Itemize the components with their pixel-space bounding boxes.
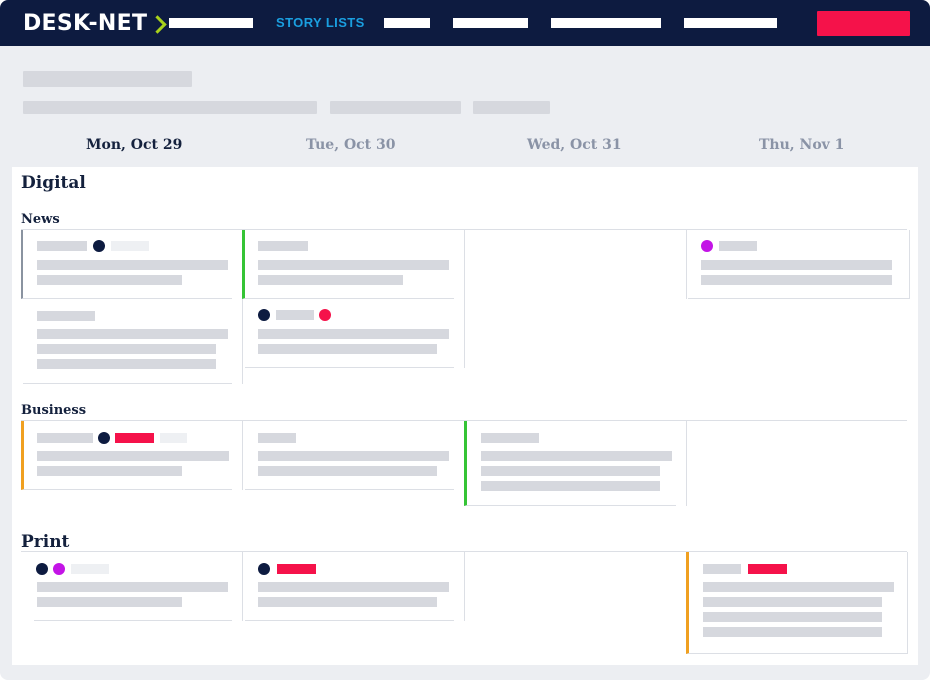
subsection-title-news: News	[21, 212, 60, 227]
column-divider	[686, 421, 687, 506]
print-divider	[21, 551, 907, 552]
section-title-print: Print	[21, 532, 70, 552]
status-dot	[701, 240, 713, 252]
story-title-line	[37, 359, 216, 369]
story-title-line	[37, 582, 228, 592]
nav-item-4[interactable]	[453, 18, 528, 28]
nav-item-5[interactable]	[551, 18, 661, 28]
story-card[interactable]	[245, 552, 454, 621]
story-title-line	[701, 275, 892, 285]
story-slug	[37, 241, 87, 251]
story-meta	[71, 564, 109, 574]
story-title-line	[258, 344, 437, 354]
story-title-line	[703, 582, 894, 592]
story-slug	[481, 433, 539, 443]
story-card[interactable]	[34, 552, 232, 621]
story-title-line	[481, 451, 672, 461]
story-title-line	[37, 451, 229, 461]
status-dot	[53, 563, 65, 575]
status-dot	[258, 563, 270, 575]
story-card[interactable]	[21, 421, 232, 490]
nav-item-6[interactable]	[684, 18, 777, 28]
story-card[interactable]	[245, 299, 454, 368]
story-title-line	[37, 260, 228, 270]
story-card[interactable]	[686, 552, 908, 654]
priority-tag	[277, 564, 316, 574]
story-title-line	[703, 627, 882, 637]
story-title-line	[258, 329, 449, 339]
story-title-line	[37, 329, 228, 339]
column-divider	[464, 552, 465, 621]
story-card[interactable]	[688, 230, 910, 299]
status-dot	[93, 240, 105, 252]
status-dot	[319, 309, 331, 321]
story-meta	[111, 241, 149, 251]
business-divider	[21, 420, 907, 421]
priority-tag	[748, 564, 787, 574]
logo-chevron-icon	[148, 14, 167, 34]
story-title-line	[701, 260, 892, 270]
priority-tag	[115, 433, 154, 443]
day-header-wed[interactable]: Wed, Oct 31	[527, 137, 622, 153]
story-title-line	[258, 275, 403, 285]
status-dot	[258, 309, 270, 321]
status-dot	[98, 432, 110, 444]
column-divider	[464, 230, 465, 368]
news-divider	[21, 229, 907, 230]
story-slug	[703, 564, 741, 574]
filter-placeholder-2[interactable]	[330, 101, 461, 114]
nav-item-story-lists[interactable]: STORY LISTS	[276, 15, 365, 30]
story-slug	[258, 433, 296, 443]
story-card[interactable]	[21, 230, 232, 299]
story-title-line	[258, 466, 437, 476]
story-slug	[276, 310, 314, 320]
filter-placeholder-1[interactable]	[23, 101, 317, 114]
story-title-line	[37, 466, 182, 476]
deskin-logo[interactable]: DESK-NET	[23, 11, 167, 36]
story-title-line	[258, 582, 449, 592]
story-card[interactable]	[23, 299, 232, 384]
column-divider	[242, 230, 243, 384]
column-divider	[242, 421, 243, 490]
nav-item-1[interactable]	[169, 18, 253, 28]
story-title-line	[481, 466, 660, 476]
page-title-placeholder	[23, 71, 192, 87]
story-card[interactable]	[245, 421, 454, 490]
nav-item-3[interactable]	[384, 18, 430, 28]
story-slug	[37, 311, 95, 321]
story-title-line	[37, 275, 182, 285]
filter-placeholder-3[interactable]	[473, 101, 550, 114]
primary-action-button[interactable]	[817, 11, 910, 36]
story-meta	[160, 433, 187, 443]
story-title-line	[481, 481, 660, 491]
top-navigation-bar: DESK-NET STORY LISTS	[0, 0, 930, 46]
story-title-line	[37, 344, 216, 354]
story-title-line	[37, 597, 182, 607]
story-title-line	[258, 597, 437, 607]
day-header-mon[interactable]: Mon, Oct 29	[86, 137, 183, 153]
logo-text: DESK-NET	[23, 11, 148, 36]
subsection-title-business: Business	[21, 403, 87, 418]
story-card[interactable]	[464, 421, 676, 506]
column-divider	[242, 552, 243, 621]
story-title-line	[703, 612, 882, 622]
story-title-line	[258, 451, 449, 461]
story-title-line	[703, 597, 882, 607]
column-divider	[686, 230, 687, 299]
section-title-digital: Digital	[21, 173, 86, 193]
story-slug	[37, 433, 93, 443]
day-header-tue[interactable]: Tue, Oct 30	[306, 137, 396, 153]
status-dot	[36, 563, 48, 575]
story-title-line	[258, 260, 449, 270]
story-slug	[719, 241, 757, 251]
story-board: Digital News	[12, 167, 918, 665]
story-slug	[258, 241, 308, 251]
day-header-thu[interactable]: Thu, Nov 1	[759, 137, 845, 153]
story-card[interactable]	[242, 230, 454, 299]
